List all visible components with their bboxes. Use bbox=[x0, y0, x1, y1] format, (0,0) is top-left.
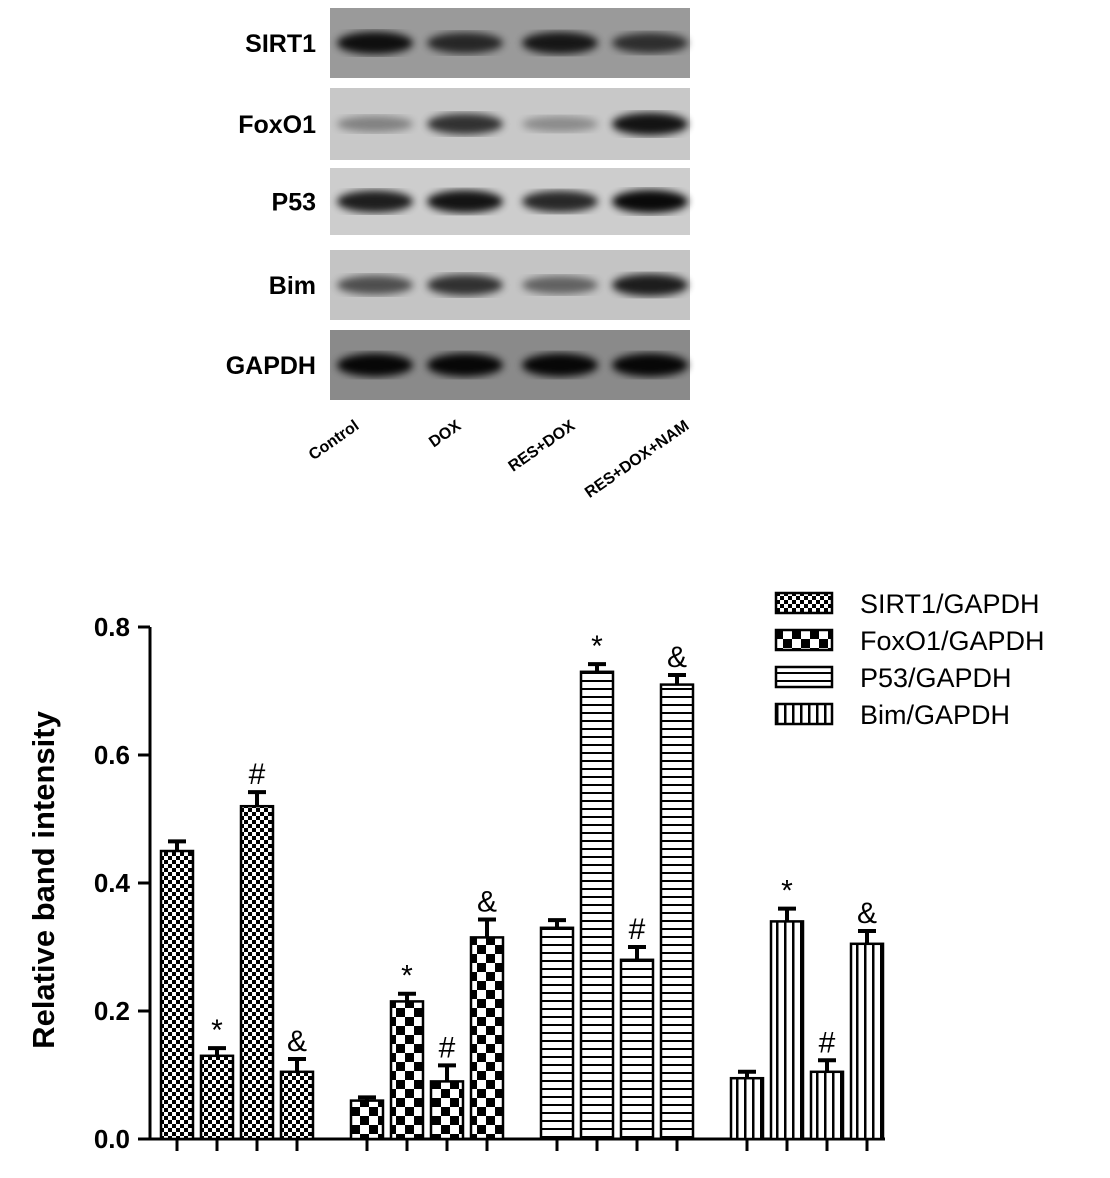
blot-lane-label: DOX bbox=[426, 417, 464, 451]
western-blot: SIRT1 FoxO1 P53 Bim GAPDH Control DOX RES+DOX RE… bbox=[226, 8, 692, 502]
blot-row-label: SIRT1 bbox=[245, 30, 316, 58]
significance-marker: # bbox=[249, 758, 266, 791]
blot-row-label: Bim bbox=[269, 272, 316, 300]
bar bbox=[809, 1070, 845, 1141]
blot-band bbox=[337, 115, 413, 133]
significance-marker: & bbox=[287, 1025, 307, 1058]
blot-band bbox=[337, 353, 413, 377]
blot-band bbox=[522, 276, 598, 294]
significance-marker: & bbox=[667, 641, 687, 674]
y-tick-label: 0.8 bbox=[94, 612, 130, 642]
bar bbox=[769, 920, 805, 1141]
bar bbox=[579, 670, 615, 1141]
blot-band bbox=[427, 274, 503, 296]
blot-lane-label: Control bbox=[306, 417, 362, 464]
legend-swatch bbox=[774, 702, 834, 726]
bar bbox=[279, 1070, 315, 1141]
bar bbox=[469, 936, 505, 1141]
legend-swatch bbox=[774, 665, 834, 689]
bar bbox=[659, 683, 695, 1141]
legend-swatch bbox=[774, 628, 834, 652]
significance-marker: # bbox=[629, 913, 646, 946]
legend-label: P53/GAPDH bbox=[860, 663, 1012, 693]
blot-band bbox=[612, 112, 688, 136]
y-axis-title: Relative band intensity bbox=[26, 710, 61, 1048]
significance-marker: & bbox=[477, 885, 497, 918]
y-tick-label: 0.2 bbox=[94, 996, 130, 1026]
significance-marker: * bbox=[211, 1014, 223, 1047]
y-tick-label: 0.0 bbox=[94, 1124, 130, 1154]
blot-band bbox=[427, 32, 503, 54]
bar bbox=[849, 942, 885, 1141]
bar bbox=[239, 804, 275, 1141]
significance-marker: * bbox=[401, 960, 413, 993]
blot-band bbox=[612, 189, 688, 214]
significance-marker: & bbox=[857, 897, 877, 930]
blot-lane-label: RES+DOX bbox=[506, 417, 579, 475]
blot-band bbox=[522, 353, 598, 377]
blot-band bbox=[522, 190, 598, 213]
y-tick-label: 0.6 bbox=[94, 740, 130, 770]
bar bbox=[199, 1054, 235, 1141]
blot-band bbox=[337, 190, 413, 213]
significance-marker: # bbox=[439, 1031, 456, 1064]
bar bbox=[539, 926, 575, 1141]
bar bbox=[349, 1099, 385, 1141]
blot-band bbox=[612, 273, 688, 297]
blot-band bbox=[337, 31, 413, 55]
blot-row-label: FoxO1 bbox=[238, 111, 316, 139]
bar bbox=[429, 1080, 465, 1141]
legend-label: FoxO1/GAPDH bbox=[860, 626, 1045, 656]
significance-marker: * bbox=[591, 630, 603, 663]
bar bbox=[389, 1000, 425, 1141]
significance-marker: # bbox=[819, 1026, 836, 1059]
blot-band bbox=[427, 113, 503, 135]
blot-band bbox=[522, 116, 598, 132]
blot-band bbox=[612, 353, 688, 377]
bar-chart: 0.0 0.2 0.4 0.6 0.8 Relative band intensity * #… bbox=[26, 589, 1045, 1154]
bar bbox=[619, 958, 655, 1141]
bar bbox=[159, 849, 195, 1141]
bar bbox=[729, 1076, 765, 1141]
blot-row-label: P53 bbox=[272, 189, 316, 217]
significance-marker: * bbox=[781, 875, 793, 908]
blot-band bbox=[337, 275, 413, 295]
blot-band bbox=[522, 31, 598, 55]
blot-lane-label: RES+DOX+NAM bbox=[582, 417, 692, 501]
legend-label: SIRT1/GAPDH bbox=[860, 589, 1040, 619]
blot-band bbox=[427, 353, 503, 377]
y-tick-label: 0.4 bbox=[94, 868, 131, 898]
blot-band bbox=[427, 190, 503, 213]
blot-row-label: GAPDH bbox=[226, 352, 316, 380]
legend-swatch bbox=[774, 591, 834, 615]
legend-label: Bim/GAPDH bbox=[860, 700, 1010, 730]
blot-band bbox=[612, 32, 688, 54]
